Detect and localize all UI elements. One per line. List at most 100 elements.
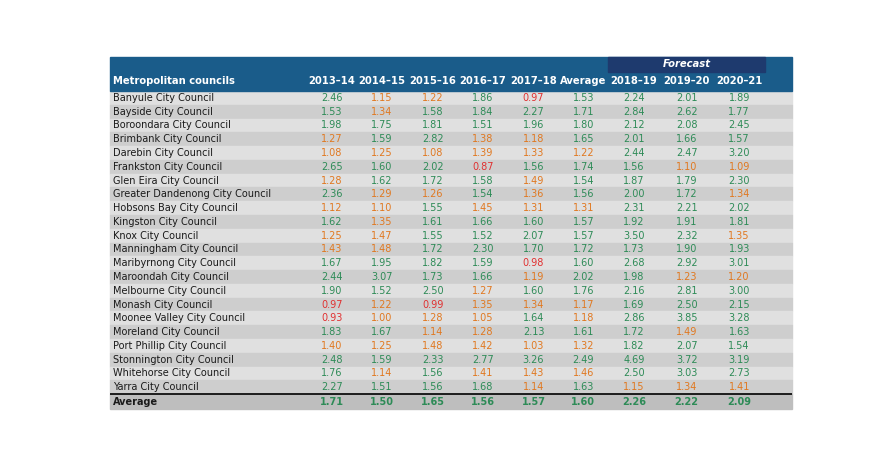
Text: 1.79: 1.79 [676, 176, 697, 186]
Text: 1.34: 1.34 [676, 382, 697, 392]
Text: 1.57: 1.57 [573, 231, 594, 241]
Bar [110, 256, 792, 270]
Text: Average: Average [114, 397, 158, 407]
Text: 2.77: 2.77 [473, 355, 494, 365]
Text: 1.82: 1.82 [623, 341, 645, 351]
Text: Glen Eira City Council: Glen Eira City Council [114, 176, 219, 186]
Text: 2.48: 2.48 [321, 355, 342, 365]
Text: 1.56: 1.56 [422, 368, 444, 379]
Text: 2.21: 2.21 [676, 203, 698, 213]
Text: 1.76: 1.76 [573, 286, 594, 296]
Text: 1.81: 1.81 [729, 217, 750, 227]
Text: 2.02: 2.02 [729, 203, 750, 213]
Text: 2.02: 2.02 [573, 272, 594, 282]
Text: 2016–17: 2016–17 [459, 76, 506, 86]
Bar [110, 160, 792, 174]
Text: 1.56: 1.56 [471, 397, 495, 407]
Text: 1.66: 1.66 [473, 272, 494, 282]
Text: 1.63: 1.63 [729, 327, 750, 337]
Text: 3.03: 3.03 [676, 368, 697, 379]
Text: 1.15: 1.15 [623, 382, 645, 392]
Bar [110, 91, 792, 105]
Text: 1.42: 1.42 [473, 341, 494, 351]
Text: 2.24: 2.24 [623, 93, 645, 103]
Bar [110, 201, 792, 215]
Text: 1.58: 1.58 [422, 106, 444, 117]
Text: 3.85: 3.85 [676, 313, 697, 324]
Text: 1.67: 1.67 [371, 327, 392, 337]
Bar [110, 105, 792, 119]
Text: 2.12: 2.12 [623, 121, 645, 130]
Text: 1.62: 1.62 [321, 217, 342, 227]
Text: 3.28: 3.28 [729, 313, 750, 324]
Text: 1.65: 1.65 [573, 134, 594, 144]
Text: Kingston City Council: Kingston City Council [114, 217, 217, 227]
Text: 1.00: 1.00 [371, 313, 392, 324]
Text: 1.22: 1.22 [422, 93, 444, 103]
Text: 1.53: 1.53 [321, 106, 342, 117]
Text: 1.25: 1.25 [371, 341, 393, 351]
Text: 1.14: 1.14 [523, 382, 544, 392]
Text: Yarra City Council: Yarra City Council [114, 382, 199, 392]
Text: 1.47: 1.47 [371, 231, 392, 241]
Text: 2.44: 2.44 [623, 148, 645, 158]
Text: Brimbank City Council: Brimbank City Council [114, 134, 222, 144]
Text: Hobsons Bay City Council: Hobsons Bay City Council [114, 203, 238, 213]
Text: 1.26: 1.26 [422, 189, 444, 199]
Text: 1.36: 1.36 [523, 189, 544, 199]
Text: Melbourne City Council: Melbourne City Council [114, 286, 226, 296]
Text: 1.67: 1.67 [321, 258, 342, 268]
Text: 1.35: 1.35 [729, 231, 750, 241]
Text: 2.73: 2.73 [729, 368, 750, 379]
Text: 2.01: 2.01 [623, 134, 645, 144]
Text: 1.03: 1.03 [523, 341, 544, 351]
Text: 2.50: 2.50 [623, 368, 645, 379]
Text: 1.75: 1.75 [371, 121, 393, 130]
Text: 1.60: 1.60 [371, 162, 392, 172]
Text: 1.59: 1.59 [371, 355, 392, 365]
Text: 1.31: 1.31 [523, 203, 544, 213]
Text: 2017–18: 2017–18 [510, 76, 557, 86]
Text: 1.39: 1.39 [473, 148, 494, 158]
Text: 1.32: 1.32 [573, 341, 594, 351]
Text: 3.26: 3.26 [523, 355, 544, 365]
Text: 1.58: 1.58 [473, 176, 494, 186]
Text: 1.55: 1.55 [422, 203, 444, 213]
Text: 1.38: 1.38 [473, 134, 494, 144]
Text: 2015–16: 2015–16 [409, 76, 456, 86]
Text: 1.90: 1.90 [321, 286, 342, 296]
Text: 1.56: 1.56 [573, 189, 594, 199]
Text: 2.50: 2.50 [422, 286, 444, 296]
Text: 1.35: 1.35 [473, 300, 494, 309]
Bar [110, 146, 792, 160]
Text: 1.25: 1.25 [371, 148, 393, 158]
Text: 1.51: 1.51 [371, 382, 392, 392]
Text: 1.96: 1.96 [523, 121, 544, 130]
Text: 1.61: 1.61 [422, 217, 444, 227]
Text: 1.69: 1.69 [623, 300, 645, 309]
Text: 2.07: 2.07 [523, 231, 545, 241]
Text: 2.82: 2.82 [422, 134, 444, 144]
Text: Banyule City Council: Banyule City Council [114, 93, 215, 103]
Text: 1.18: 1.18 [523, 134, 544, 144]
Text: 1.22: 1.22 [371, 300, 393, 309]
Bar [110, 311, 792, 325]
Text: 1.92: 1.92 [623, 217, 645, 227]
Text: 0.87: 0.87 [473, 162, 494, 172]
Bar [110, 366, 792, 381]
Text: 1.40: 1.40 [321, 341, 342, 351]
Text: 1.25: 1.25 [321, 231, 342, 241]
Text: 0.97: 0.97 [523, 93, 544, 103]
Text: 1.41: 1.41 [473, 368, 494, 379]
Text: 4.69: 4.69 [623, 355, 645, 365]
Text: 1.43: 1.43 [321, 244, 342, 254]
Text: 1.61: 1.61 [573, 327, 594, 337]
Text: 1.23: 1.23 [676, 272, 697, 282]
Text: 1.33: 1.33 [523, 148, 544, 158]
Text: 0.93: 0.93 [321, 313, 342, 324]
Text: 1.53: 1.53 [573, 93, 594, 103]
Text: 3.20: 3.20 [729, 148, 750, 158]
Text: 1.80: 1.80 [573, 121, 594, 130]
Text: 1.50: 1.50 [370, 397, 394, 407]
Text: 2.32: 2.32 [676, 231, 698, 241]
